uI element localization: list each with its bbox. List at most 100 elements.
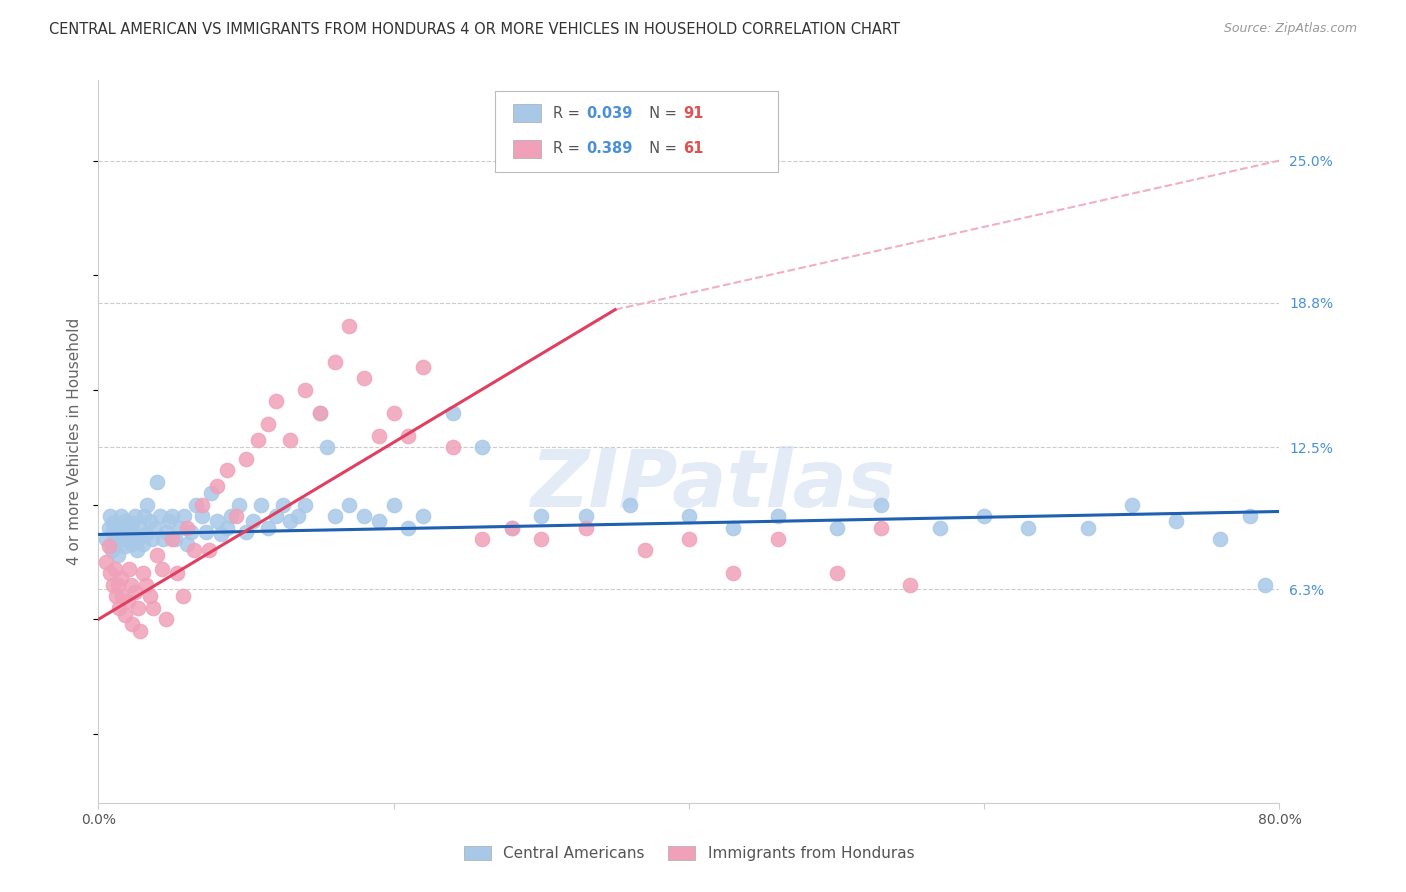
Point: [530, 509, 553, 524]
Point: [264, 394, 287, 409]
Point: [287, 509, 309, 524]
Point: [191, 498, 214, 512]
Point: [575, 520, 598, 534]
Point: [309, 406, 332, 420]
Point: [294, 383, 316, 397]
Point: [100, 543, 122, 558]
Point: [103, 578, 125, 592]
Point: [124, 584, 146, 599]
Point: [114, 514, 136, 528]
Point: [183, 543, 205, 558]
Point: [250, 498, 273, 512]
Point: [98, 509, 121, 524]
Point: [155, 525, 177, 540]
Point: [103, 525, 125, 540]
Point: [166, 566, 188, 581]
Point: [382, 498, 405, 512]
Point: [398, 520, 420, 534]
Point: [316, 440, 339, 454]
Point: [257, 417, 280, 432]
Point: [412, 359, 434, 374]
Point: [323, 355, 346, 369]
Point: [309, 406, 332, 420]
Point: [124, 509, 146, 524]
Point: [110, 571, 132, 585]
Point: [246, 434, 269, 448]
Point: [97, 539, 120, 553]
Point: [125, 543, 148, 558]
Point: [280, 514, 302, 528]
Point: [723, 520, 745, 534]
Point: [200, 486, 222, 500]
Point: [105, 590, 128, 604]
Point: [104, 536, 127, 550]
Point: [97, 520, 120, 534]
Point: [121, 616, 143, 631]
Point: [634, 543, 657, 558]
Point: [141, 532, 163, 546]
Point: [1254, 578, 1277, 592]
Point: [107, 548, 129, 562]
Point: [98, 566, 121, 581]
Point: [149, 509, 172, 524]
Point: [339, 498, 361, 512]
Point: [205, 479, 228, 493]
Point: [678, 532, 700, 546]
Point: [111, 525, 134, 540]
Point: [172, 590, 194, 604]
Point: [162, 509, 183, 524]
Point: [152, 532, 174, 546]
Point: [105, 527, 128, 541]
Point: [110, 509, 132, 524]
Point: [176, 520, 198, 534]
Point: [155, 612, 177, 626]
Point: [368, 514, 391, 528]
Point: [176, 536, 198, 550]
Point: [107, 578, 129, 592]
Point: [264, 509, 287, 524]
Point: [215, 463, 238, 477]
Point: [228, 498, 250, 512]
Point: [339, 318, 361, 333]
Point: [104, 562, 127, 576]
Point: [150, 562, 173, 576]
Point: [530, 532, 553, 546]
Text: R =: R =: [553, 106, 583, 120]
Point: [723, 566, 745, 581]
Point: [257, 520, 280, 534]
Point: [134, 509, 156, 524]
Point: [157, 514, 180, 528]
Point: [382, 406, 405, 420]
Point: [235, 451, 257, 466]
Text: 0.039: 0.039: [586, 106, 633, 120]
Point: [870, 520, 893, 534]
Point: [120, 536, 142, 550]
Point: [368, 429, 391, 443]
Point: [1166, 514, 1188, 528]
Point: [195, 525, 218, 540]
Point: [242, 514, 264, 528]
Point: [398, 429, 420, 443]
Point: [139, 590, 162, 604]
Point: [173, 509, 195, 524]
Point: [110, 532, 132, 546]
Point: [132, 536, 155, 550]
Point: [117, 594, 139, 608]
Point: [225, 509, 247, 524]
Point: [122, 527, 145, 541]
Point: [139, 514, 162, 528]
Text: CENTRAL AMERICAN VS IMMIGRANTS FROM HONDURAS 4 OR MORE VEHICLES IN HOUSEHOLD COR: CENTRAL AMERICAN VS IMMIGRANTS FROM HOND…: [49, 22, 900, 37]
Point: [221, 509, 243, 524]
Point: [128, 520, 150, 534]
Point: [118, 562, 141, 576]
Point: [441, 406, 464, 420]
Text: 61: 61: [683, 142, 703, 156]
Text: R =: R =: [553, 142, 583, 156]
Point: [135, 527, 157, 541]
Point: [825, 566, 848, 581]
Point: [1121, 498, 1143, 512]
Point: [146, 548, 169, 562]
Point: [471, 532, 494, 546]
Point: [162, 532, 183, 546]
Point: [169, 520, 191, 534]
